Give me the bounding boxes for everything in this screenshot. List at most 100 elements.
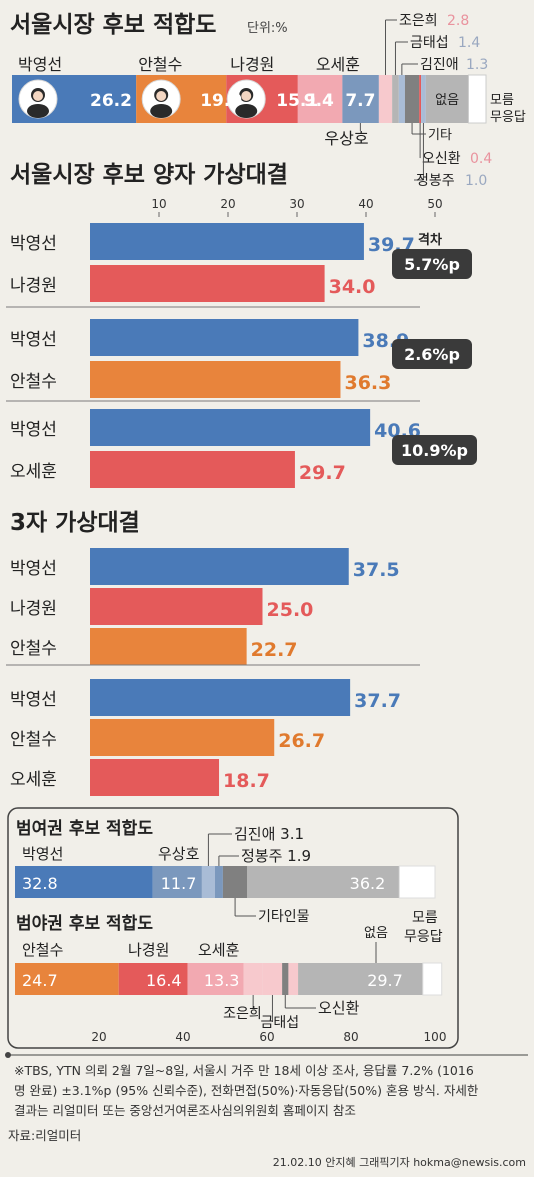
value-label: 36.3 [344, 372, 391, 394]
name-label: 나경원 [128, 941, 169, 959]
name-label: 우상호 [158, 845, 200, 863]
footnote-text: 명 완료) ±3.1%p (95% 신뢰수준), 전화면접(50%)·자동응답(… [14, 1083, 479, 1098]
seg-bar [152, 866, 202, 898]
seg-bar [222, 866, 248, 898]
result-bar [90, 759, 220, 796]
seg-bar [297, 75, 343, 123]
tick-label: 30 [289, 197, 304, 211]
candidate-label: 박영선 [10, 420, 57, 440]
name-label: 안철수 [22, 941, 63, 959]
result-bar [90, 265, 325, 302]
candidate-photo-ahn-icon [150, 104, 173, 118]
name-label: 조은희 [223, 1006, 262, 1022]
tick-label: 60 [259, 1030, 274, 1044]
seg-bar [398, 865, 436, 899]
value-label: 37.5 [353, 559, 400, 581]
name-label: 금태섭 [260, 1015, 299, 1031]
seg-bar [15, 963, 119, 995]
name-label: 나경원 [230, 55, 274, 74]
result-bar [90, 319, 359, 356]
candidate-label: 나경원 [10, 276, 57, 296]
seg-bar [419, 75, 422, 123]
value-label: 34.0 [329, 276, 376, 298]
seg-bar [425, 75, 469, 123]
seg-bar [398, 75, 405, 123]
value-label: 0.4 [470, 151, 492, 167]
value-label: 9.4 [304, 91, 334, 111]
seg-bar [201, 866, 215, 898]
gap-value: 10.9%p [401, 441, 468, 460]
value-label: 18.7 [223, 770, 270, 792]
name-label: 박영선 [22, 845, 63, 863]
candidate-photo-ahn-icon [141, 79, 181, 119]
unit-label: 단위:% [247, 21, 288, 36]
tick-label: 80 [343, 1030, 358, 1044]
gap-badge [392, 435, 477, 465]
candidate-photo-na-icon [226, 79, 266, 119]
value-label: 36.2 [350, 874, 386, 893]
result-bar [90, 628, 247, 665]
name-label: 금태섭 [410, 35, 449, 51]
name-label: 기타 [428, 128, 452, 143]
seg-bar [298, 963, 423, 995]
tick-label: 20 [91, 1030, 106, 1044]
candidate-photo-na-icon [241, 91, 252, 101]
seg-bar [422, 962, 443, 996]
result-bar [90, 679, 351, 716]
name-label: 오세훈 [316, 55, 360, 74]
seg-bar [392, 75, 399, 123]
candidate-photo-na-icon [235, 104, 258, 118]
seg-bar [282, 963, 289, 995]
credit-text: 21.02.10 안지혜 그래픽기자 hokma@newsis.com [273, 1156, 526, 1169]
candidate-label: 안철수 [10, 730, 57, 750]
value-label: 16.4 [146, 971, 182, 990]
name-label: 김진애 [420, 57, 459, 73]
source-text: 자료:리얼미터 [8, 1128, 81, 1143]
candidate-label: 박영선 [10, 690, 57, 710]
name-label: 안철수 [138, 55, 182, 74]
name-label: 오신환 [318, 999, 360, 1017]
candidate-label: 나경원 [10, 599, 57, 619]
seg-bar [467, 74, 487, 124]
name-label: 기타인물 [258, 909, 310, 925]
value-label: 1.0 [465, 173, 487, 189]
tick-label: 40 [175, 1030, 190, 1044]
value-label: 7.7 [345, 91, 375, 111]
section-title: 서울시장 후보 적합도 [10, 12, 216, 38]
name-label: 김진애 3.1 [234, 825, 304, 843]
value-label: 32.8 [22, 874, 58, 893]
seg-bar [421, 75, 426, 123]
result-bar [90, 719, 275, 756]
value-label: 15.1 [276, 91, 318, 111]
seg-bar [214, 866, 223, 898]
tick-label: 40 [358, 197, 373, 211]
footnote-text: 결과는 리얼미터 또는 중앙선거여론조사심의위원회 홈페이지 참조 [14, 1103, 356, 1118]
seg-bar [404, 75, 420, 123]
section-title: 범야권 후보 적합도 [16, 913, 153, 934]
section-title: 3자 가상대결 [10, 510, 140, 536]
value-label: 37.7 [354, 690, 401, 712]
result-bar [90, 223, 364, 260]
footnote-dot [5, 1052, 11, 1058]
gap-value: 2.6%p [404, 345, 460, 364]
tick-label: 20 [220, 197, 235, 211]
result-bar [90, 361, 341, 398]
seg-bar [118, 963, 188, 995]
name-label: 조은희 [399, 13, 438, 29]
tick-label: 50 [427, 197, 442, 211]
value-label: 19.0 [200, 91, 242, 111]
value-label: 2.8 [447, 13, 469, 29]
value-label: 11.7 [161, 874, 197, 893]
seg-bar [342, 75, 379, 123]
result-bar [90, 409, 371, 446]
name-label: 오세훈 [198, 941, 239, 959]
value-label: 25.0 [267, 599, 314, 621]
gap-title: 격차 [418, 232, 442, 248]
name-label: 모름 [490, 93, 514, 108]
name-label: 정봉주 1.9 [241, 847, 311, 865]
name-label: 우상호 [324, 129, 368, 148]
name-label: 오신환 [422, 151, 461, 167]
candidate-label: 안철수 [10, 372, 57, 392]
